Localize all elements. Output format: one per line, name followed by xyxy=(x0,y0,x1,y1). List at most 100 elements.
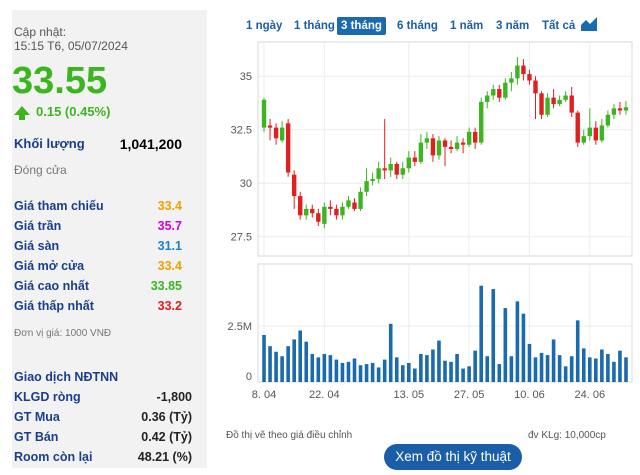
chart-note-right: đv KLg: 10,000cp xyxy=(528,430,606,441)
candle-body xyxy=(611,108,617,115)
candle-body xyxy=(291,174,297,197)
volume-axis-tick: 2.5M xyxy=(228,321,252,333)
candle-body xyxy=(454,142,460,149)
candle-body xyxy=(569,95,574,113)
tab-period[interactable]: Tất cả xyxy=(542,20,576,32)
candle-body xyxy=(316,213,321,222)
price-axis-tick: 32.5 xyxy=(231,125,252,137)
volume-bar xyxy=(551,339,556,382)
volume-bar xyxy=(485,356,490,382)
candle-body xyxy=(466,131,472,145)
candle-body xyxy=(310,208,315,214)
foreign-title-row: Giao dịch NĐTNN xyxy=(14,370,182,384)
candle-body xyxy=(267,125,273,128)
volume-bar xyxy=(274,351,278,382)
price-row-value: 35.7 xyxy=(157,219,182,233)
candle-body xyxy=(400,168,405,175)
candle-body xyxy=(533,80,538,94)
tab-period[interactable]: 3 năm xyxy=(496,20,530,32)
candle-body xyxy=(485,95,490,102)
volume-bar xyxy=(413,368,417,382)
volume-bar xyxy=(310,354,315,382)
price-change-value: 0.15 (0.45%) xyxy=(36,104,111,119)
chart-type-icon[interactable] xyxy=(581,16,597,31)
candle-body xyxy=(273,127,279,139)
price-row: Giá mở cửa 33.4 xyxy=(14,259,182,273)
tab-period[interactable]: 3 tháng xyxy=(337,17,386,35)
session-status: Đóng cửa xyxy=(14,163,67,177)
candle-body xyxy=(412,157,418,162)
candle-body xyxy=(521,65,526,75)
arrow-up-icon xyxy=(14,106,30,120)
candle-body xyxy=(346,200,351,207)
foreign-row-value: 0.42 (Tỷ) xyxy=(141,430,192,444)
price-row-label: Giá trần xyxy=(14,219,62,233)
foreign-row: Room còn lại 48.21 (%) xyxy=(14,450,192,464)
volume-axis-tick: 0 xyxy=(246,371,252,383)
volume-row: Khối lượng 1,041,200 xyxy=(14,136,182,152)
candle-body xyxy=(304,208,309,216)
volume-bar xyxy=(497,364,502,382)
volume-bar xyxy=(419,354,423,382)
price-row-label: Giá thấp nhất xyxy=(14,299,94,313)
candle-body xyxy=(581,136,586,143)
candle-body xyxy=(340,206,345,216)
candle-body xyxy=(545,97,550,115)
candle-body xyxy=(376,168,381,179)
foreign-row: KLGD ròng -1,800 xyxy=(14,390,192,404)
candle-body xyxy=(424,138,430,143)
candle-body xyxy=(515,65,520,79)
x-axis-tick: 10. 06 xyxy=(514,389,545,401)
price-row-label: Giá cao nhất xyxy=(14,279,90,293)
candle-body xyxy=(551,97,556,105)
foreign-row-label: Room còn lại xyxy=(14,450,93,464)
volume-bar xyxy=(382,359,387,382)
volume-bar xyxy=(316,357,321,382)
volume-bar xyxy=(557,355,562,382)
tab-period[interactable]: 1 tháng xyxy=(294,20,335,32)
candle-body xyxy=(352,202,357,209)
candle-body xyxy=(370,178,375,182)
volume-bar xyxy=(545,355,550,382)
volume-bar xyxy=(262,334,266,382)
volume-bar xyxy=(376,367,381,382)
price-row: Giá trần 35.7 xyxy=(14,219,182,233)
summary-panel xyxy=(12,10,207,468)
candle-body xyxy=(527,74,532,81)
candle-body xyxy=(497,89,502,98)
x-axis-tick: 8. 04 xyxy=(252,389,276,401)
volume-bar xyxy=(624,357,628,382)
price-row: Giá sàn 31.1 xyxy=(14,239,182,253)
price-volume-chart: 35 32.5 30 27.5 8. 04 22. 04 13. 05 27. 05 10. 0… xyxy=(228,41,633,401)
volume-bar xyxy=(455,354,459,382)
volume-bar xyxy=(400,365,405,382)
x-axis-tick: 22. 04 xyxy=(309,389,340,401)
volume-bar xyxy=(298,330,303,382)
volume-bar xyxy=(527,343,532,382)
volume-bar xyxy=(612,361,616,382)
candle-body xyxy=(430,138,436,156)
tab-period[interactable]: 1 năm xyxy=(450,20,484,32)
foreign-row-label: GT Bán xyxy=(14,430,59,444)
tab-period[interactable]: 1 ngày xyxy=(246,20,283,32)
volume-bar xyxy=(618,350,622,382)
volume-bar xyxy=(473,350,477,382)
price-plot-frame xyxy=(257,41,633,257)
candle-body xyxy=(328,206,333,209)
price-row-label: Giá tham chiếu xyxy=(14,199,104,213)
volume-bar xyxy=(328,355,333,382)
volume-bar xyxy=(533,357,538,382)
candle-body xyxy=(509,78,514,83)
price-row-value: 33.4 xyxy=(157,199,182,213)
foreign-row-label: KLGD ròng xyxy=(14,390,81,404)
foreign-row: GT Bán 0.42 (Tỷ) xyxy=(14,430,192,444)
tab-period[interactable]: 6 tháng xyxy=(397,20,438,32)
volume-bar xyxy=(569,356,574,382)
price-axis-tick: 35 xyxy=(240,71,252,83)
technical-chart-button[interactable]: Xem đồ thị kỹ thuật xyxy=(384,444,522,470)
volume-bar xyxy=(292,339,296,382)
volume-bar xyxy=(461,368,465,382)
volume-bar xyxy=(509,356,514,382)
volume-bar xyxy=(437,340,441,382)
price-row-label: Giá sàn xyxy=(14,239,60,253)
